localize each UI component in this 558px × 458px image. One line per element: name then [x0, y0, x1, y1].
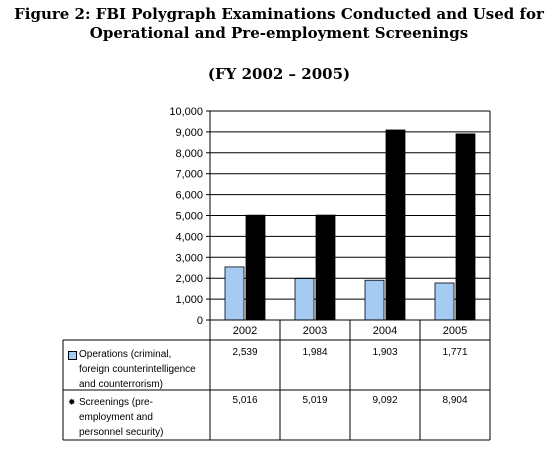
operations-value-cell: 2,539 [232, 347, 257, 358]
operations-bar [294, 278, 315, 321]
screenings-value-cell: 5,016 [232, 395, 257, 406]
operations-value-cell: 1,984 [302, 347, 327, 358]
chart-title: Figure 2: FBI Polygraph Examinations Con… [0, 5, 558, 43]
operations-label-line-3: and counterrorism) [79, 379, 163, 390]
x-category-label: 2005 [443, 325, 467, 337]
x-category-label: 2003 [303, 325, 327, 337]
operations-bar [364, 279, 385, 321]
y-tick-label: 5,000 [175, 211, 203, 223]
screenings-bar [385, 129, 406, 321]
screenings-label-line-3: personnel security) [79, 427, 164, 438]
x-category-label: 2004 [373, 325, 397, 337]
y-tick-label: 2,000 [175, 273, 203, 285]
operations-row-label: Operations (criminal, foreign counterint… [79, 347, 196, 392]
screenings-bar [315, 214, 336, 321]
operations-value-cell: 1,903 [372, 347, 397, 358]
y-tick-label: 4,000 [175, 231, 203, 243]
operations-legend-key [68, 351, 77, 360]
y-tick-label: 10,000 [169, 106, 203, 118]
y-tick-label: 6,000 [175, 190, 203, 202]
screenings-value-cell: 9,092 [372, 395, 397, 406]
screenings-label-line-1: Screenings (pre- [79, 397, 153, 408]
y-tick-label: 3,000 [175, 252, 203, 264]
screenings-value-cell: 8,904 [442, 395, 467, 406]
operations-bar [224, 266, 245, 321]
y-tick-label: 1,000 [175, 294, 203, 306]
screenings-bar [455, 133, 476, 321]
y-tick-label: 0 [197, 315, 203, 327]
operations-label-line-2: foreign counterintelligence [79, 364, 196, 375]
x-category-label: 2002 [233, 325, 257, 337]
screenings-bar [245, 214, 266, 321]
chart-title-line-2: Operational and Pre-employment Screening… [89, 24, 469, 42]
screenings-row-label: Screenings (pre- employment and personne… [79, 395, 163, 440]
screenings-legend-key: ✸ [68, 397, 76, 407]
y-tick-label: 9,000 [175, 127, 203, 139]
operations-bar [434, 282, 455, 321]
y-tick-label: 8,000 [175, 148, 203, 160]
operations-value-cell: 1,771 [442, 347, 467, 358]
chart-title-line-1: Figure 2: FBI Polygraph Examinations Con… [14, 5, 544, 23]
y-tick-label: 7,000 [175, 169, 203, 181]
operations-label-line-1: Operations (criminal, [79, 349, 172, 360]
screenings-label-line-2: employment and [79, 412, 153, 423]
chart-subtitle: (FY 2002 – 2005) [207, 65, 351, 83]
screenings-value-cell: 5,019 [302, 395, 327, 406]
